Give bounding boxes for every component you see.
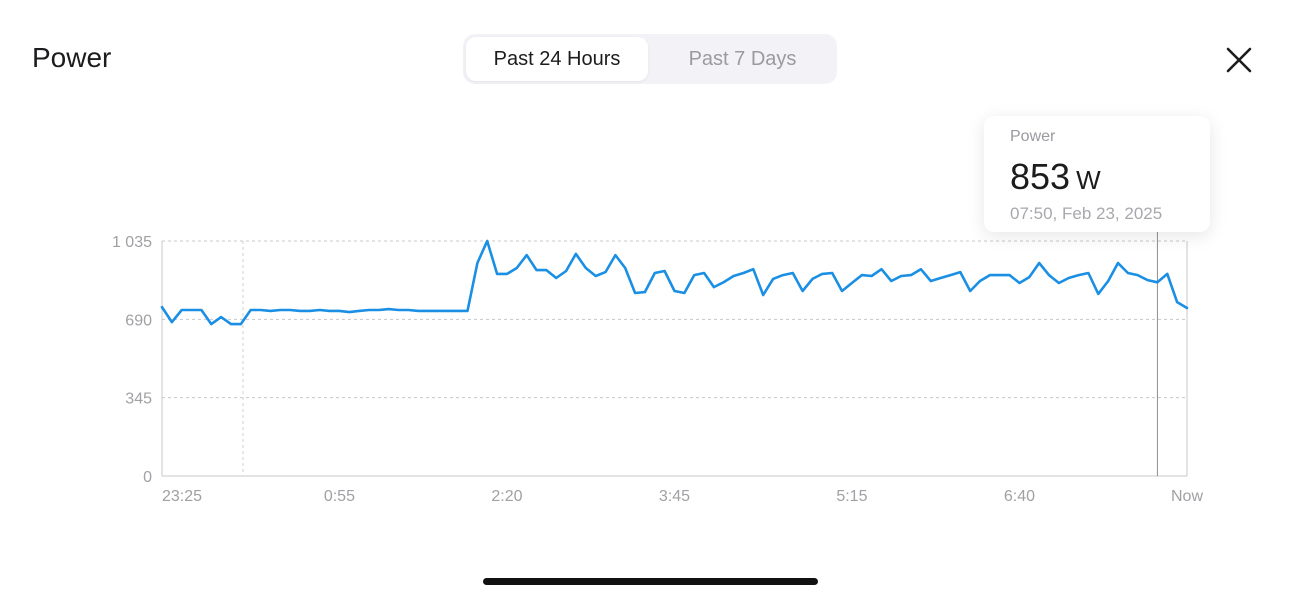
close-x-icon <box>1226 47 1252 73</box>
power-series-line <box>160 239 1189 326</box>
tooltip-unit: W <box>1076 165 1101 195</box>
tab-past-7-days[interactable]: Past 7 Days <box>688 48 797 70</box>
y-tick-label: 690 <box>125 312 152 329</box>
tooltip-date: 07:50, Feb 23, 2025 <box>1010 204 1163 223</box>
x-tick-label: 2:20 <box>491 488 522 505</box>
y-tick-label: 1 035 <box>112 234 152 251</box>
y-tick-label: 345 <box>125 391 152 408</box>
tooltip-label: Power <box>1010 128 1056 145</box>
y-tick-label: 0 <box>143 469 152 486</box>
x-tick-label: 3:45 <box>659 488 690 505</box>
time-range-segmented-control: Past 24 Hours Past 7 Days <box>463 34 837 84</box>
home-indicator[interactable] <box>483 578 818 585</box>
x-tick-label: 0:55 <box>324 488 355 505</box>
close-button[interactable] <box>1224 45 1254 75</box>
x-tick-label: 6:40 <box>1004 488 1035 505</box>
tooltip-value-number: 853 <box>1010 156 1071 197</box>
tab-past-24-hours[interactable]: Past 24 Hours <box>466 37 648 81</box>
x-tick-label: 5:15 <box>836 488 867 505</box>
tooltip-value: 853 W <box>1010 156 1101 198</box>
x-tick-label: 23:25 <box>162 488 202 505</box>
x-tick-label: Now <box>1171 488 1203 505</box>
chart-tooltip: Power 853 W 07:50, Feb 23, 2025 <box>984 116 1210 232</box>
page-title: Power <box>32 42 112 73</box>
